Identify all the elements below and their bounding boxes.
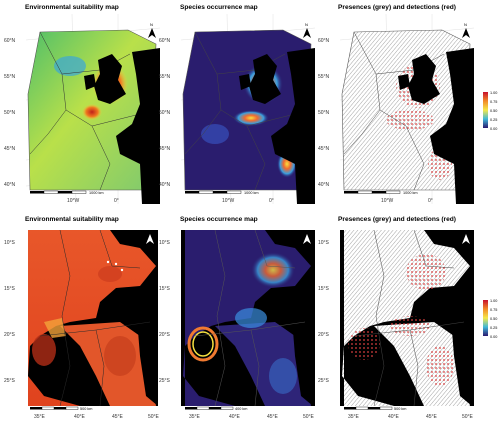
lon-label: 40°E	[229, 414, 241, 420]
lat-label: 50°N	[159, 110, 171, 116]
lon-label: 50°E	[303, 414, 315, 420]
lat-label: 60°N	[318, 38, 330, 44]
lat-label: 25°S	[318, 378, 330, 384]
lat-label: 20°S	[4, 332, 16, 338]
lat-label: 10°S	[159, 240, 171, 246]
panel-title: Species occurrence map	[180, 216, 258, 223]
lon-label: 10°W	[222, 198, 235, 204]
north-arrow-icon: N	[462, 22, 470, 38]
lon-label: 40°E	[388, 414, 400, 420]
svg-text:0.50: 0.50	[490, 317, 497, 321]
panel-title: Presences (grey) and detections (red)	[338, 216, 456, 223]
occurrence-map-bottom: 10°S 15°S 20°S 25°S 35°E 40°E 45°E 50°E …	[159, 229, 315, 420]
lon-label: 40°E	[74, 414, 86, 420]
svg-text:N: N	[150, 22, 153, 27]
lat-label: 45°N	[4, 146, 16, 152]
lat-label: 25°S	[4, 378, 16, 384]
lat-label: 25°S	[159, 378, 171, 384]
lat-label: 50°N	[4, 110, 16, 116]
lat-label: 40°N	[318, 182, 330, 188]
svg-text:500 km: 500 km	[80, 407, 92, 411]
lat-label: 40°N	[4, 182, 16, 188]
suitability-map-top: 60°N 55°N 50°N 45°N 40°N 10°W 0° 1000 km…	[4, 13, 161, 205]
presence-map-bottom: 10°S 15°S 20°S 25°S 35°E 40°E 45°E 50°E …	[318, 229, 474, 420]
lon-label: 0°	[428, 198, 433, 204]
scale-bar: 400 km	[185, 406, 247, 411]
occurrence-map-top: 60°N 55°N 50°N 45°N 40°N 10°W 0° 1000 km…	[159, 13, 316, 205]
lat-label: 60°N	[159, 38, 171, 44]
svg-text:1000 km: 1000 km	[403, 191, 418, 195]
lat-label: 45°N	[318, 146, 330, 152]
svg-text:0.75: 0.75	[490, 100, 497, 104]
svg-text:1000 km: 1000 km	[89, 191, 104, 195]
svg-text:0.00: 0.00	[490, 335, 497, 339]
svg-text:N: N	[305, 229, 308, 234]
north-arrow-icon: N	[303, 22, 311, 38]
svg-text:0.50: 0.50	[490, 109, 497, 113]
lat-label: 45°N	[159, 146, 171, 152]
color-legend-top: 1.00 0.75 0.50 0.25 0.00	[483, 91, 497, 131]
svg-text:0.75: 0.75	[490, 308, 497, 312]
lon-label: 50°E	[148, 414, 160, 420]
suitability-map-bottom: 10°S 15°S 20°S 25°S 35°E 40°E 45°E 50°E …	[4, 229, 160, 420]
lon-label: 45°E	[112, 414, 124, 420]
svg-text:1.00: 1.00	[490, 91, 497, 95]
north-arrow-icon: N	[148, 22, 156, 38]
lon-label: 50°E	[462, 414, 474, 420]
lon-label: 35°E	[348, 414, 360, 420]
panel-title: Species occurrence map	[180, 4, 258, 11]
lat-label: 50°N	[318, 110, 330, 116]
lat-label: 10°S	[4, 240, 16, 246]
lon-label: 45°E	[267, 414, 279, 420]
svg-text:0.25: 0.25	[490, 326, 497, 330]
lon-label: 0°	[114, 198, 119, 204]
svg-text:0.00: 0.00	[490, 127, 497, 131]
svg-text:500 km: 500 km	[394, 407, 406, 411]
color-legend-bottom: 1.00 0.75 0.50 0.25 0.00	[483, 299, 497, 339]
lon-label: 10°W	[67, 198, 80, 204]
svg-text:1.00: 1.00	[490, 299, 497, 303]
lat-label: 55°N	[318, 74, 330, 80]
panel-title: Environmental suitability map	[25, 216, 119, 223]
svg-text:N: N	[148, 229, 151, 234]
north-arrow-icon: N	[146, 229, 154, 244]
lat-label: 55°N	[159, 74, 171, 80]
lat-label: 10°S	[318, 240, 330, 246]
svg-text:N: N	[305, 22, 308, 27]
svg-text:0.25: 0.25	[490, 118, 497, 122]
lon-label: 10°W	[381, 198, 394, 204]
svg-text:1000 km: 1000 km	[244, 191, 259, 195]
svg-text:N: N	[464, 22, 467, 27]
lon-label: 45°E	[426, 414, 438, 420]
scale-bar: 1000 km	[185, 190, 259, 195]
north-arrow-icon: N	[303, 229, 311, 244]
lat-label: 55°N	[4, 74, 16, 80]
svg-text:N: N	[464, 229, 467, 234]
lat-label: 15°S	[159, 286, 171, 292]
scale-bar: 1000 km	[30, 190, 104, 195]
panel-title: Environmental suitability map	[25, 4, 119, 11]
lon-label: 35°E	[34, 414, 46, 420]
lat-label: 15°S	[318, 286, 330, 292]
lon-label: 35°E	[189, 414, 201, 420]
svg-text:400 km: 400 km	[235, 407, 247, 411]
scale-bar: 500 km	[30, 406, 92, 411]
lon-label: 0°	[269, 198, 274, 204]
lat-label: 15°S	[4, 286, 16, 292]
north-arrow-icon: N	[462, 229, 470, 244]
scale-bar: 500 km	[344, 406, 406, 411]
scale-bar: 1000 km	[344, 190, 418, 195]
lat-label: 20°S	[159, 332, 171, 338]
lat-label: 60°N	[4, 38, 16, 44]
presence-map-top: 60°N 55°N 50°N 45°N 40°N 10°W 0° 1000 km…	[318, 13, 475, 205]
lat-label: 20°S	[318, 332, 330, 338]
panel-title: Presences (grey) and detections (red)	[338, 4, 456, 11]
lat-label: 40°N	[159, 182, 171, 188]
